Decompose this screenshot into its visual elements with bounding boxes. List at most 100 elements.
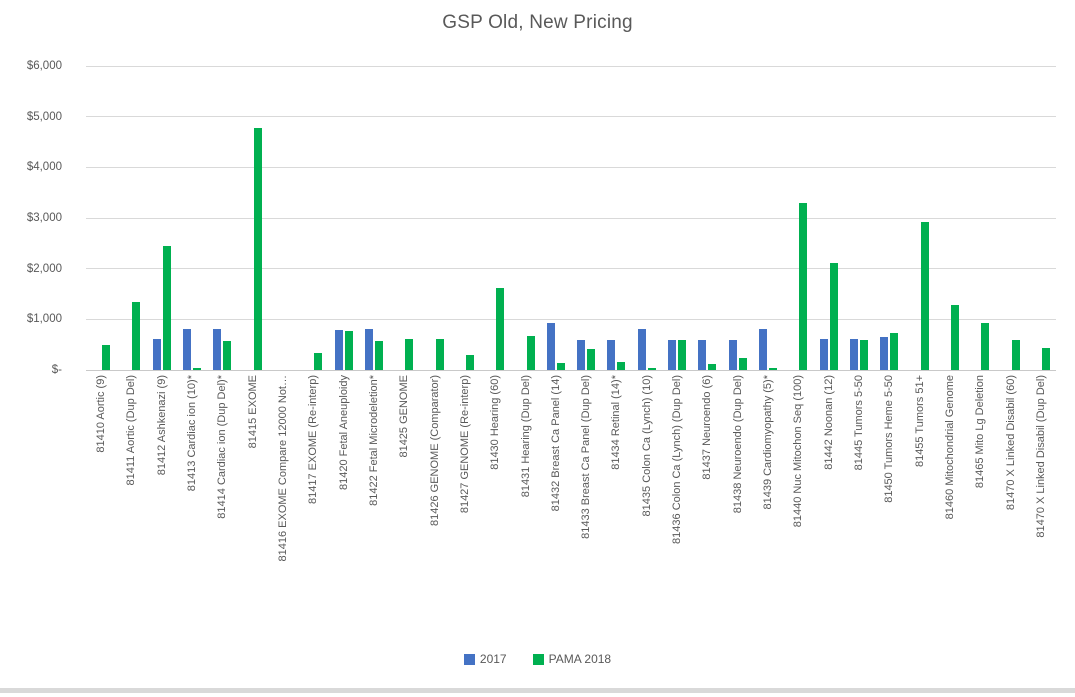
x-axis-category-label: 81470 X Linked Disabil (Dup Del) bbox=[1034, 375, 1047, 538]
x-axis-category-label: 81431 Hearing (Dup Del) bbox=[519, 375, 532, 498]
legend-swatch-pama-2018 bbox=[532, 653, 544, 665]
bar-pama-2018 bbox=[708, 363, 717, 370]
x-axis-category-label: 81412 Ashkenazi (9) bbox=[155, 375, 168, 476]
gridline bbox=[86, 65, 1056, 67]
bar-pama-2018 bbox=[1011, 339, 1020, 370]
x-axis-category-label: 81422 Fetal Microdeletion* bbox=[367, 375, 380, 506]
bar-pama-2018 bbox=[829, 262, 838, 370]
x-axis-category-label: 81415 EXOME bbox=[246, 375, 259, 449]
x-axis-category-label: 81432 Breast Ca Panel (14) bbox=[549, 375, 562, 512]
x-axis-category-label: 81435 Colon Ca (Lynch) (10) bbox=[640, 375, 653, 517]
bar-pama-2018 bbox=[647, 367, 656, 370]
bar-pama-2018 bbox=[496, 287, 505, 370]
bar-pama-2018 bbox=[344, 331, 353, 370]
y-axis-tick-label: $5,000 bbox=[26, 110, 62, 123]
bar-pama-2018 bbox=[405, 339, 414, 370]
bar-pama-2018 bbox=[526, 335, 535, 370]
x-axis-category-label: 81438 Neuroendo (Dup Del) bbox=[731, 375, 744, 514]
x-axis-category-label: 81410 Aortic (9) bbox=[95, 375, 108, 453]
x-axis-category-label: 81411 Aortic (Dup Del) bbox=[125, 375, 138, 486]
bar-2017 bbox=[849, 338, 858, 370]
x-axis-category-label: 81433 Breast Ca Panel (Dup Del) bbox=[580, 375, 593, 539]
bar-pama-2018 bbox=[102, 344, 111, 370]
bar-2017 bbox=[728, 339, 737, 370]
x-axis-line bbox=[86, 370, 1056, 371]
x-axis-category-label: 81420 Fetal Aneuploidy bbox=[337, 375, 350, 490]
bar-pama-2018 bbox=[314, 353, 323, 370]
y-axis-tick-label: $3,000 bbox=[26, 212, 62, 224]
bar-pama-2018 bbox=[587, 348, 596, 370]
x-axis-category-label: 81436 Colon Ca (Lynch) (Dup Del) bbox=[671, 375, 684, 544]
x-axis-category-label: 81445 Tumors 5-50 bbox=[852, 375, 865, 471]
bar-pama-2018 bbox=[981, 323, 990, 370]
bar-pama-2018 bbox=[223, 341, 232, 370]
bar-2017 bbox=[546, 322, 555, 370]
x-axis-category-label: 81442 Noonan (12) bbox=[822, 375, 835, 470]
bar-2017 bbox=[759, 329, 768, 370]
x-axis-category-label: 81434 Retinal (14)* bbox=[610, 375, 623, 470]
x-axis-category-label: 81416 EXOME Compare 12000 Not… bbox=[277, 375, 290, 562]
gridline bbox=[86, 116, 1056, 118]
gridline bbox=[86, 217, 1056, 219]
gridline bbox=[86, 268, 1056, 270]
bar-2017 bbox=[334, 330, 343, 370]
x-axis-category-label: 81450 Tumors Heme 5-50 bbox=[883, 375, 896, 503]
x-axis-category-label: 81465 Mito Lg Deletion bbox=[974, 375, 987, 489]
legend-swatch-2017 bbox=[463, 653, 475, 665]
bar-2017 bbox=[637, 329, 646, 370]
bottom-divider bbox=[0, 688, 1075, 693]
bar-pama-2018 bbox=[374, 340, 383, 370]
bar-2017 bbox=[819, 338, 828, 370]
legend-label-2017: 2017 bbox=[479, 652, 507, 666]
bar-2017 bbox=[183, 329, 192, 370]
legend-item-pama-2018: PAMA 2018 bbox=[532, 652, 612, 666]
x-axis-category-label: 81430 Hearing (60) bbox=[489, 375, 502, 470]
bar-pama-2018 bbox=[617, 361, 626, 370]
legend-label-pama-2018: PAMA 2018 bbox=[548, 652, 612, 666]
y-axis-tick-label: $6,000 bbox=[26, 60, 62, 72]
bar-2017 bbox=[213, 329, 222, 370]
x-axis-category-label: 81425 GENOME bbox=[398, 375, 411, 458]
y-axis-tick-label: $2,000 bbox=[26, 262, 62, 275]
x-axis-category-label: 81460 Mitochondrial Genome bbox=[943, 375, 956, 520]
bar-pama-2018 bbox=[799, 202, 808, 370]
bar-pama-2018 bbox=[132, 301, 141, 370]
chart-title: GSP Old, New Pricing bbox=[442, 12, 633, 33]
bar-pama-2018 bbox=[162, 245, 171, 370]
bar-pama-2018 bbox=[678, 340, 687, 370]
x-axis-category-label: 81414 Cardiac ion (Dup Del)* bbox=[216, 375, 229, 519]
x-axis-category-label: 81440 Nuc Mitochon Seq (100) bbox=[792, 375, 805, 528]
bar-2017 bbox=[698, 339, 707, 370]
bar-pama-2018 bbox=[556, 362, 565, 370]
x-axis-category-label: 81439 Cardiomyopathy (5)* bbox=[762, 375, 775, 510]
x-axis-category-label: 81437 Neuroendo (6) bbox=[701, 375, 714, 480]
bar-pama-2018 bbox=[950, 304, 959, 370]
bar-2017 bbox=[607, 339, 616, 370]
gridline bbox=[86, 166, 1056, 168]
bar-pama-2018 bbox=[465, 354, 474, 370]
bar-2017 bbox=[577, 339, 586, 370]
bar-pama-2018 bbox=[435, 339, 444, 370]
y-axis-tick-label: $- bbox=[51, 364, 62, 376]
gridline bbox=[86, 318, 1056, 320]
y-axis-tick-label: $4,000 bbox=[26, 161, 62, 174]
y-axis-tick-label: $1,000 bbox=[26, 313, 62, 326]
legend: 2017 PAMA 2018 bbox=[0, 652, 1075, 666]
bar-pama-2018 bbox=[920, 222, 929, 370]
legend-item-2017: 2017 bbox=[463, 652, 507, 666]
x-axis-category-label: 81455 Tumors 51+ bbox=[913, 375, 926, 468]
bar-pama-2018 bbox=[769, 367, 778, 370]
x-axis-category-label: 81427 GENOME (Re-interp) bbox=[458, 375, 471, 514]
bar-pama-2018 bbox=[738, 357, 747, 370]
bar-2017 bbox=[668, 339, 677, 370]
bar-pama-2018 bbox=[890, 332, 899, 370]
bar-pama-2018 bbox=[859, 339, 868, 370]
bar-pama-2018 bbox=[1041, 348, 1050, 370]
x-axis-category-label: 81417 EXOME (Re-interp) bbox=[307, 375, 320, 504]
bar-pama-2018 bbox=[253, 127, 262, 370]
bar-2017 bbox=[880, 336, 889, 370]
bar-pama-2018 bbox=[193, 367, 202, 370]
x-axis-category-label: 81426 GENOME (Comparator) bbox=[428, 375, 441, 526]
bar-2017 bbox=[152, 338, 161, 370]
